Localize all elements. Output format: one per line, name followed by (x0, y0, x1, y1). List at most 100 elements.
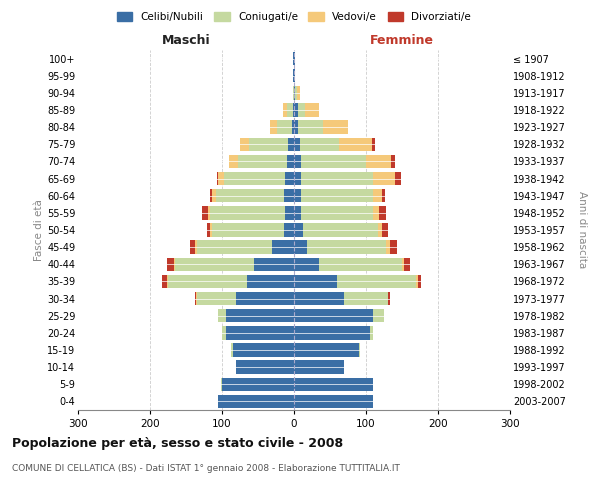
Bar (294, 326, 370, 340)
Bar (294, 189, 301, 202)
Bar (277, 120, 292, 134)
Bar (197, 240, 272, 254)
Bar (284, 189, 294, 202)
Bar (294, 52, 295, 66)
Bar (300, 138, 340, 151)
Bar (295, 86, 297, 100)
Bar (218, 309, 226, 322)
Bar (224, 172, 286, 186)
Bar (167, 274, 168, 288)
Y-axis label: Anni di nascita: Anni di nascita (577, 192, 587, 268)
Bar (212, 189, 215, 202)
Bar (373, 189, 382, 202)
Bar (288, 138, 294, 151)
Bar (416, 274, 418, 288)
Bar (202, 206, 208, 220)
Bar (217, 172, 218, 186)
Bar (294, 258, 319, 271)
Bar (294, 344, 359, 356)
Bar (294, 138, 300, 151)
Bar (218, 172, 224, 186)
Bar (294, 274, 337, 288)
Bar (294, 309, 373, 322)
Bar (373, 172, 395, 186)
Bar (232, 344, 233, 356)
Bar (370, 326, 373, 340)
Bar (294, 206, 301, 220)
Bar (293, 69, 294, 82)
Bar (294, 172, 301, 186)
Bar (293, 86, 294, 100)
Bar (208, 206, 210, 220)
Bar (238, 154, 287, 168)
Legend: Celibi/Nubili, Coniugati/e, Vedovi/e, Divorziati/e: Celibi/Nubili, Coniugati/e, Vedovi/e, Di… (113, 8, 475, 26)
Bar (301, 206, 373, 220)
Bar (294, 240, 307, 254)
Text: Maschi: Maschi (161, 34, 211, 46)
Bar (240, 138, 248, 151)
Bar (194, 292, 196, 306)
Bar (340, 138, 372, 151)
Bar (293, 52, 294, 66)
Bar (293, 104, 294, 117)
Text: COMUNE DI CELLATICA (BS) - Dati ISTAT 1° gennaio 2008 - Elaborazione TUTTITALIA.: COMUNE DI CELLATICA (BS) - Dati ISTAT 1°… (12, 464, 400, 473)
Bar (292, 120, 294, 134)
Bar (294, 86, 295, 100)
Bar (174, 258, 175, 271)
Bar (418, 274, 421, 288)
Bar (294, 292, 344, 306)
Bar (236, 292, 294, 306)
Bar (226, 309, 294, 322)
Bar (386, 240, 390, 254)
Bar (221, 378, 222, 391)
Bar (395, 172, 401, 186)
Bar (196, 292, 197, 306)
Bar (222, 378, 294, 391)
Bar (210, 206, 286, 220)
Bar (373, 206, 379, 220)
Bar (294, 120, 298, 134)
Y-axis label: Fasce di età: Fasce di età (34, 199, 44, 261)
Bar (190, 240, 196, 254)
Bar (207, 224, 211, 236)
Bar (305, 104, 319, 117)
Bar (161, 274, 167, 288)
Bar (344, 292, 388, 306)
Bar (382, 224, 388, 236)
Bar (382, 189, 385, 202)
Bar (390, 240, 397, 254)
Bar (229, 154, 238, 168)
Bar (323, 120, 348, 134)
Bar (294, 154, 301, 168)
Bar (248, 138, 288, 151)
Bar (388, 292, 390, 306)
Bar (391, 154, 395, 168)
Bar (287, 154, 294, 168)
Bar (301, 189, 373, 202)
Bar (254, 258, 294, 271)
Bar (404, 258, 410, 271)
Bar (167, 258, 174, 271)
Bar (286, 172, 294, 186)
Bar (301, 172, 373, 186)
Bar (283, 104, 287, 117)
Bar (168, 274, 247, 288)
Bar (402, 258, 404, 271)
Bar (226, 326, 294, 340)
Bar (284, 224, 294, 236)
Bar (233, 344, 294, 356)
Bar (359, 344, 360, 356)
Bar (301, 154, 366, 168)
Bar (294, 360, 344, 374)
Bar (196, 240, 197, 254)
Bar (294, 378, 373, 391)
Bar (212, 224, 284, 236)
Bar (302, 224, 378, 236)
Text: Femmine: Femmine (370, 34, 434, 46)
Bar (215, 189, 284, 202)
Bar (294, 224, 302, 236)
Bar (286, 206, 294, 220)
Bar (294, 104, 298, 117)
Bar (373, 309, 384, 322)
Bar (270, 120, 277, 134)
